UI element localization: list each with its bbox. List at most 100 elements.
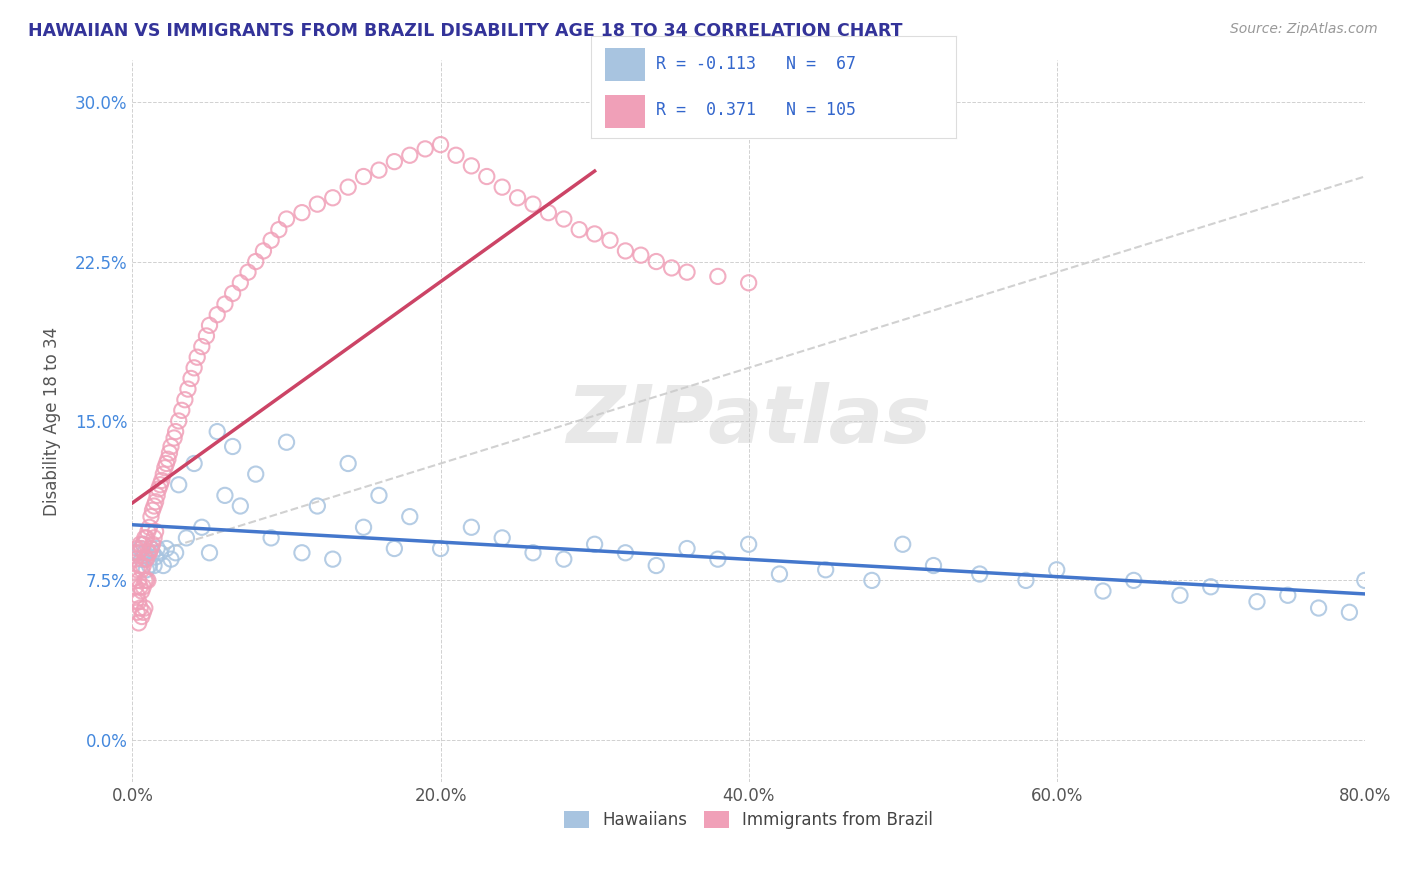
Point: [177, 382, 200, 396]
Point: [134, 574, 156, 588]
Point: [1199, 580, 1222, 594]
Point: [276, 435, 298, 450]
Point: [165, 425, 187, 439]
Point: [737, 276, 759, 290]
Point: [291, 205, 314, 219]
Point: [860, 574, 883, 588]
Point: [131, 552, 153, 566]
Point: [267, 222, 290, 236]
Point: [260, 233, 283, 247]
Point: [152, 467, 174, 482]
Point: [322, 552, 344, 566]
Point: [138, 558, 160, 573]
Point: [131, 609, 153, 624]
Point: [176, 531, 198, 545]
Text: ZIPatlas: ZIPatlas: [567, 382, 931, 460]
Point: [159, 446, 181, 460]
Point: [236, 265, 259, 279]
Point: [322, 191, 344, 205]
Point: [145, 495, 167, 509]
Point: [553, 552, 575, 566]
Point: [180, 371, 202, 385]
Point: [143, 531, 166, 545]
Point: [1091, 584, 1114, 599]
Point: [150, 474, 173, 488]
Point: [506, 191, 529, 205]
Point: [537, 205, 560, 219]
Point: [353, 169, 375, 184]
Point: [127, 563, 149, 577]
Bar: [605, 95, 645, 128]
Point: [128, 546, 150, 560]
Point: [707, 269, 730, 284]
Point: [522, 197, 544, 211]
Point: [134, 546, 156, 560]
Point: [132, 558, 155, 573]
Point: [599, 233, 621, 247]
Point: [139, 541, 162, 556]
Point: [132, 605, 155, 619]
Point: [138, 520, 160, 534]
Point: [127, 605, 149, 619]
Point: [676, 265, 699, 279]
Point: [167, 414, 190, 428]
Point: [768, 567, 790, 582]
Point: [135, 563, 157, 577]
Point: [276, 212, 298, 227]
Point: [1246, 595, 1268, 609]
Point: [122, 571, 145, 585]
Point: [141, 503, 163, 517]
Point: [198, 546, 221, 560]
Point: [969, 567, 991, 582]
Point: [129, 601, 152, 615]
Point: [198, 318, 221, 333]
Point: [368, 488, 391, 502]
Point: [156, 452, 179, 467]
Point: [337, 457, 360, 471]
Bar: [605, 48, 645, 81]
Point: [183, 457, 205, 471]
Point: [131, 541, 153, 556]
Y-axis label: Disability Age 18 to 34: Disability Age 18 to 34: [44, 326, 60, 516]
Point: [307, 499, 329, 513]
Point: [134, 601, 156, 615]
Point: [429, 541, 451, 556]
Point: [1369, 588, 1392, 602]
Point: [129, 537, 152, 551]
Point: [214, 297, 236, 311]
Point: [170, 403, 193, 417]
Point: [132, 537, 155, 551]
Point: [141, 546, 163, 560]
Point: [127, 541, 149, 556]
Point: [145, 549, 167, 564]
Point: [136, 549, 159, 564]
Point: [661, 260, 683, 275]
Point: [146, 541, 169, 556]
Point: [814, 563, 837, 577]
Point: [398, 148, 420, 162]
Point: [221, 286, 243, 301]
Point: [1308, 601, 1330, 615]
Point: [136, 574, 159, 588]
Point: [737, 537, 759, 551]
Text: R =  0.371   N = 105: R = 0.371 N = 105: [657, 101, 856, 119]
Point: [135, 531, 157, 545]
Point: [160, 440, 183, 454]
Point: [183, 360, 205, 375]
Text: R = -0.113   N =  67: R = -0.113 N = 67: [657, 55, 856, 73]
Point: [131, 563, 153, 577]
Point: [291, 546, 314, 560]
Point: [124, 595, 146, 609]
Point: [922, 558, 945, 573]
Point: [139, 509, 162, 524]
Point: [167, 477, 190, 491]
Point: [245, 467, 267, 482]
Point: [145, 524, 167, 539]
Point: [614, 244, 637, 258]
Point: [337, 180, 360, 194]
Point: [1122, 574, 1144, 588]
Point: [245, 254, 267, 268]
Point: [134, 531, 156, 545]
Point: [630, 248, 652, 262]
Point: [128, 615, 150, 630]
